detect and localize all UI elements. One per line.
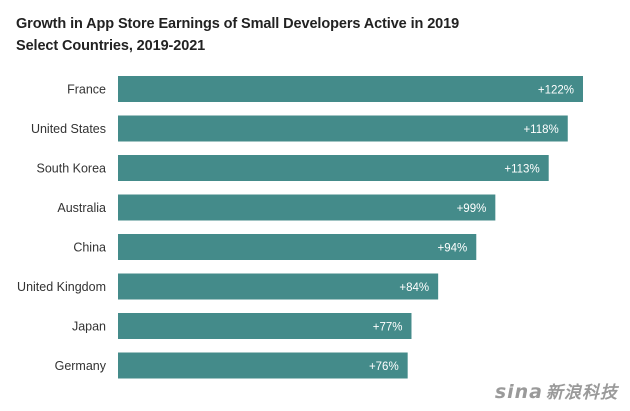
- data-label: +76%: [369, 361, 399, 373]
- data-label: +99%: [457, 203, 487, 215]
- data-label: +113%: [504, 164, 539, 176]
- data-label: +122%: [538, 85, 574, 97]
- bar-germany: [118, 352, 408, 379]
- bar-united-kingdom: [118, 273, 439, 300]
- watermark: sina 新浪科技: [495, 378, 618, 403]
- category-label: China: [73, 241, 106, 255]
- bar-france: [118, 76, 583, 102]
- category-label: United Kingdom: [17, 280, 106, 294]
- bar-australia: [118, 194, 496, 221]
- category-label: Australia: [57, 201, 106, 215]
- data-label: +77%: [373, 322, 403, 334]
- chart-title: Growth in App Store Earnings of Small De…: [16, 16, 460, 32]
- category-label: France: [67, 83, 106, 97]
- data-label: +84%: [399, 282, 429, 294]
- chart-title-block: Growth in App Store Earnings of Small De…: [16, 13, 459, 57]
- category-label: South Korea: [37, 162, 107, 176]
- category-label: Japan: [72, 320, 106, 334]
- bar-united-states: [118, 115, 568, 142]
- category-label: United States: [31, 122, 106, 136]
- chart-subtitle: Select Countries, 2019-2021: [16, 38, 206, 54]
- watermark-text: 新浪科技: [546, 383, 618, 402]
- data-label: +94%: [438, 243, 468, 255]
- bar-japan: [118, 313, 412, 339]
- category-label: Germany: [55, 359, 107, 373]
- bar-south-korea: [118, 155, 549, 181]
- sina-logo-icon: sina: [494, 381, 543, 403]
- data-label: +118%: [523, 124, 558, 136]
- bar-china: [118, 234, 477, 260]
